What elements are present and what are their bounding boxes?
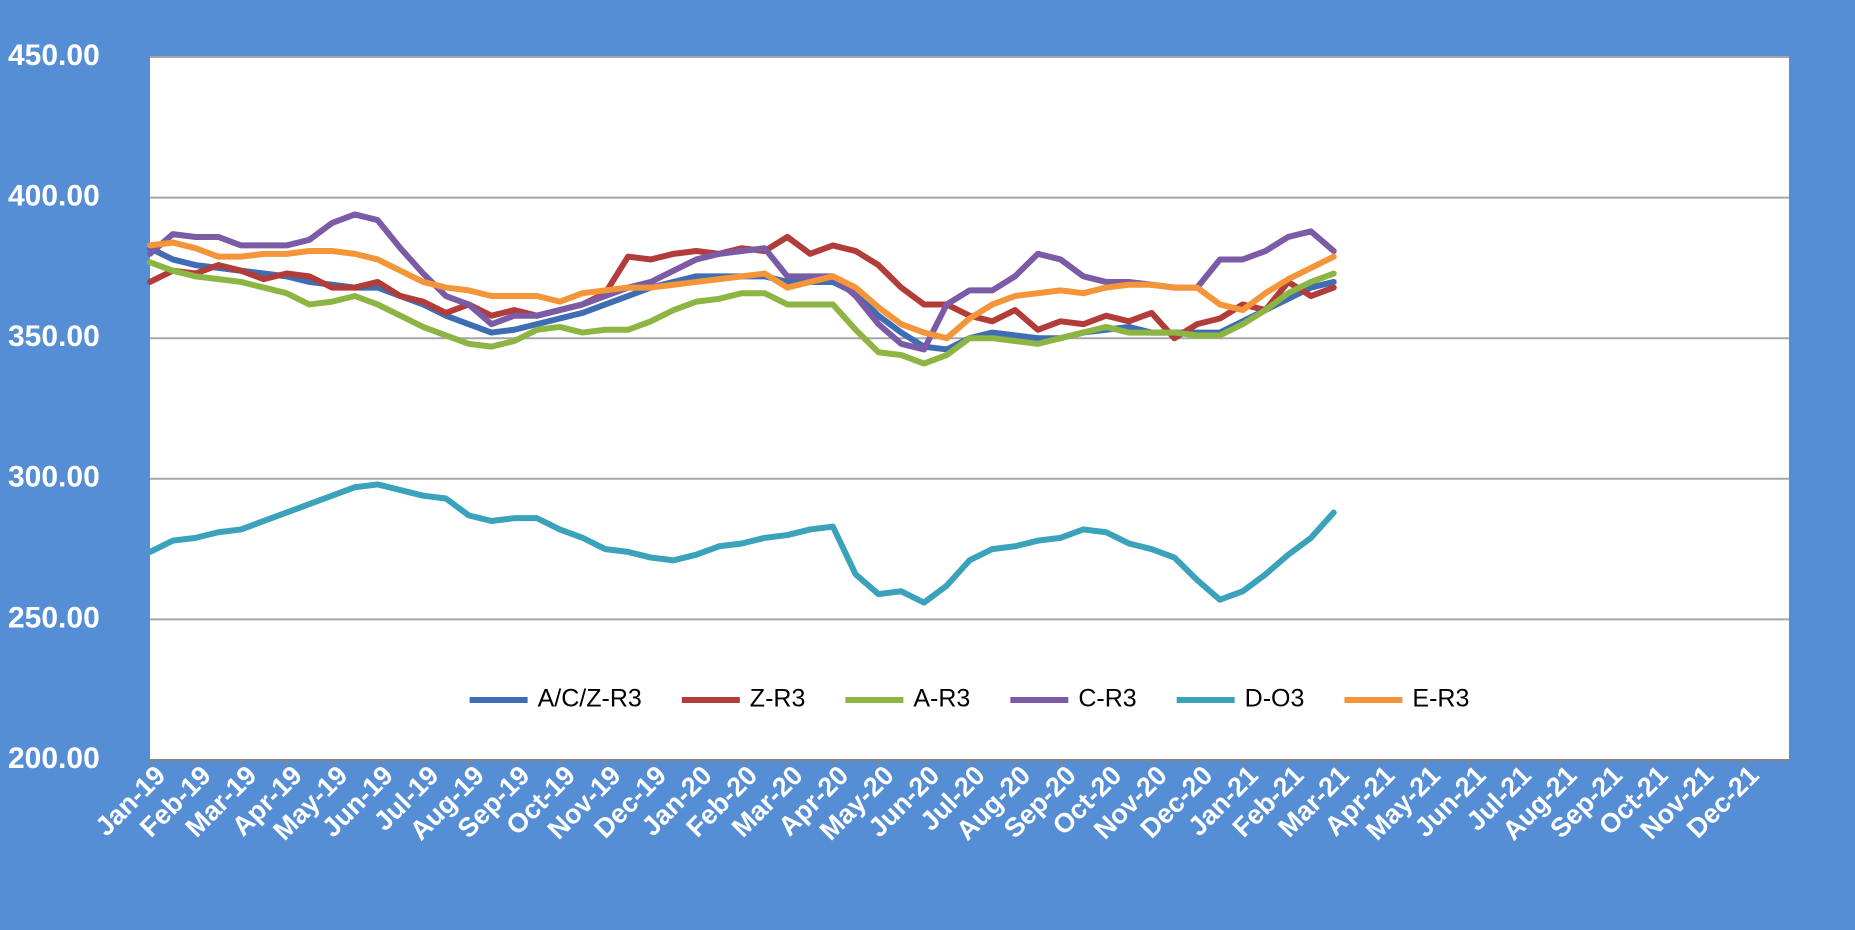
legend-label: A-R3 xyxy=(913,685,970,713)
y-tick-label: 400.00 xyxy=(8,180,100,213)
legend-label: C-R3 xyxy=(1078,685,1136,713)
series-line xyxy=(147,259,1337,367)
y-tick-label: 350.00 xyxy=(8,320,100,353)
y-tick-label: 200.00 xyxy=(8,742,100,775)
legend-label: D-O3 xyxy=(1245,685,1305,713)
y-tick-label: 250.00 xyxy=(8,601,100,634)
y-tick-label: 450.00 xyxy=(8,39,100,72)
legend-label: A/C/Z-R3 xyxy=(538,685,642,713)
legend-label: E-R3 xyxy=(1412,685,1469,713)
y-tick-label: 300.00 xyxy=(8,461,100,494)
series-line xyxy=(147,239,1337,342)
legend-label: Z-R3 xyxy=(750,685,806,713)
plot-area xyxy=(150,57,1789,760)
series-line xyxy=(147,481,1337,606)
